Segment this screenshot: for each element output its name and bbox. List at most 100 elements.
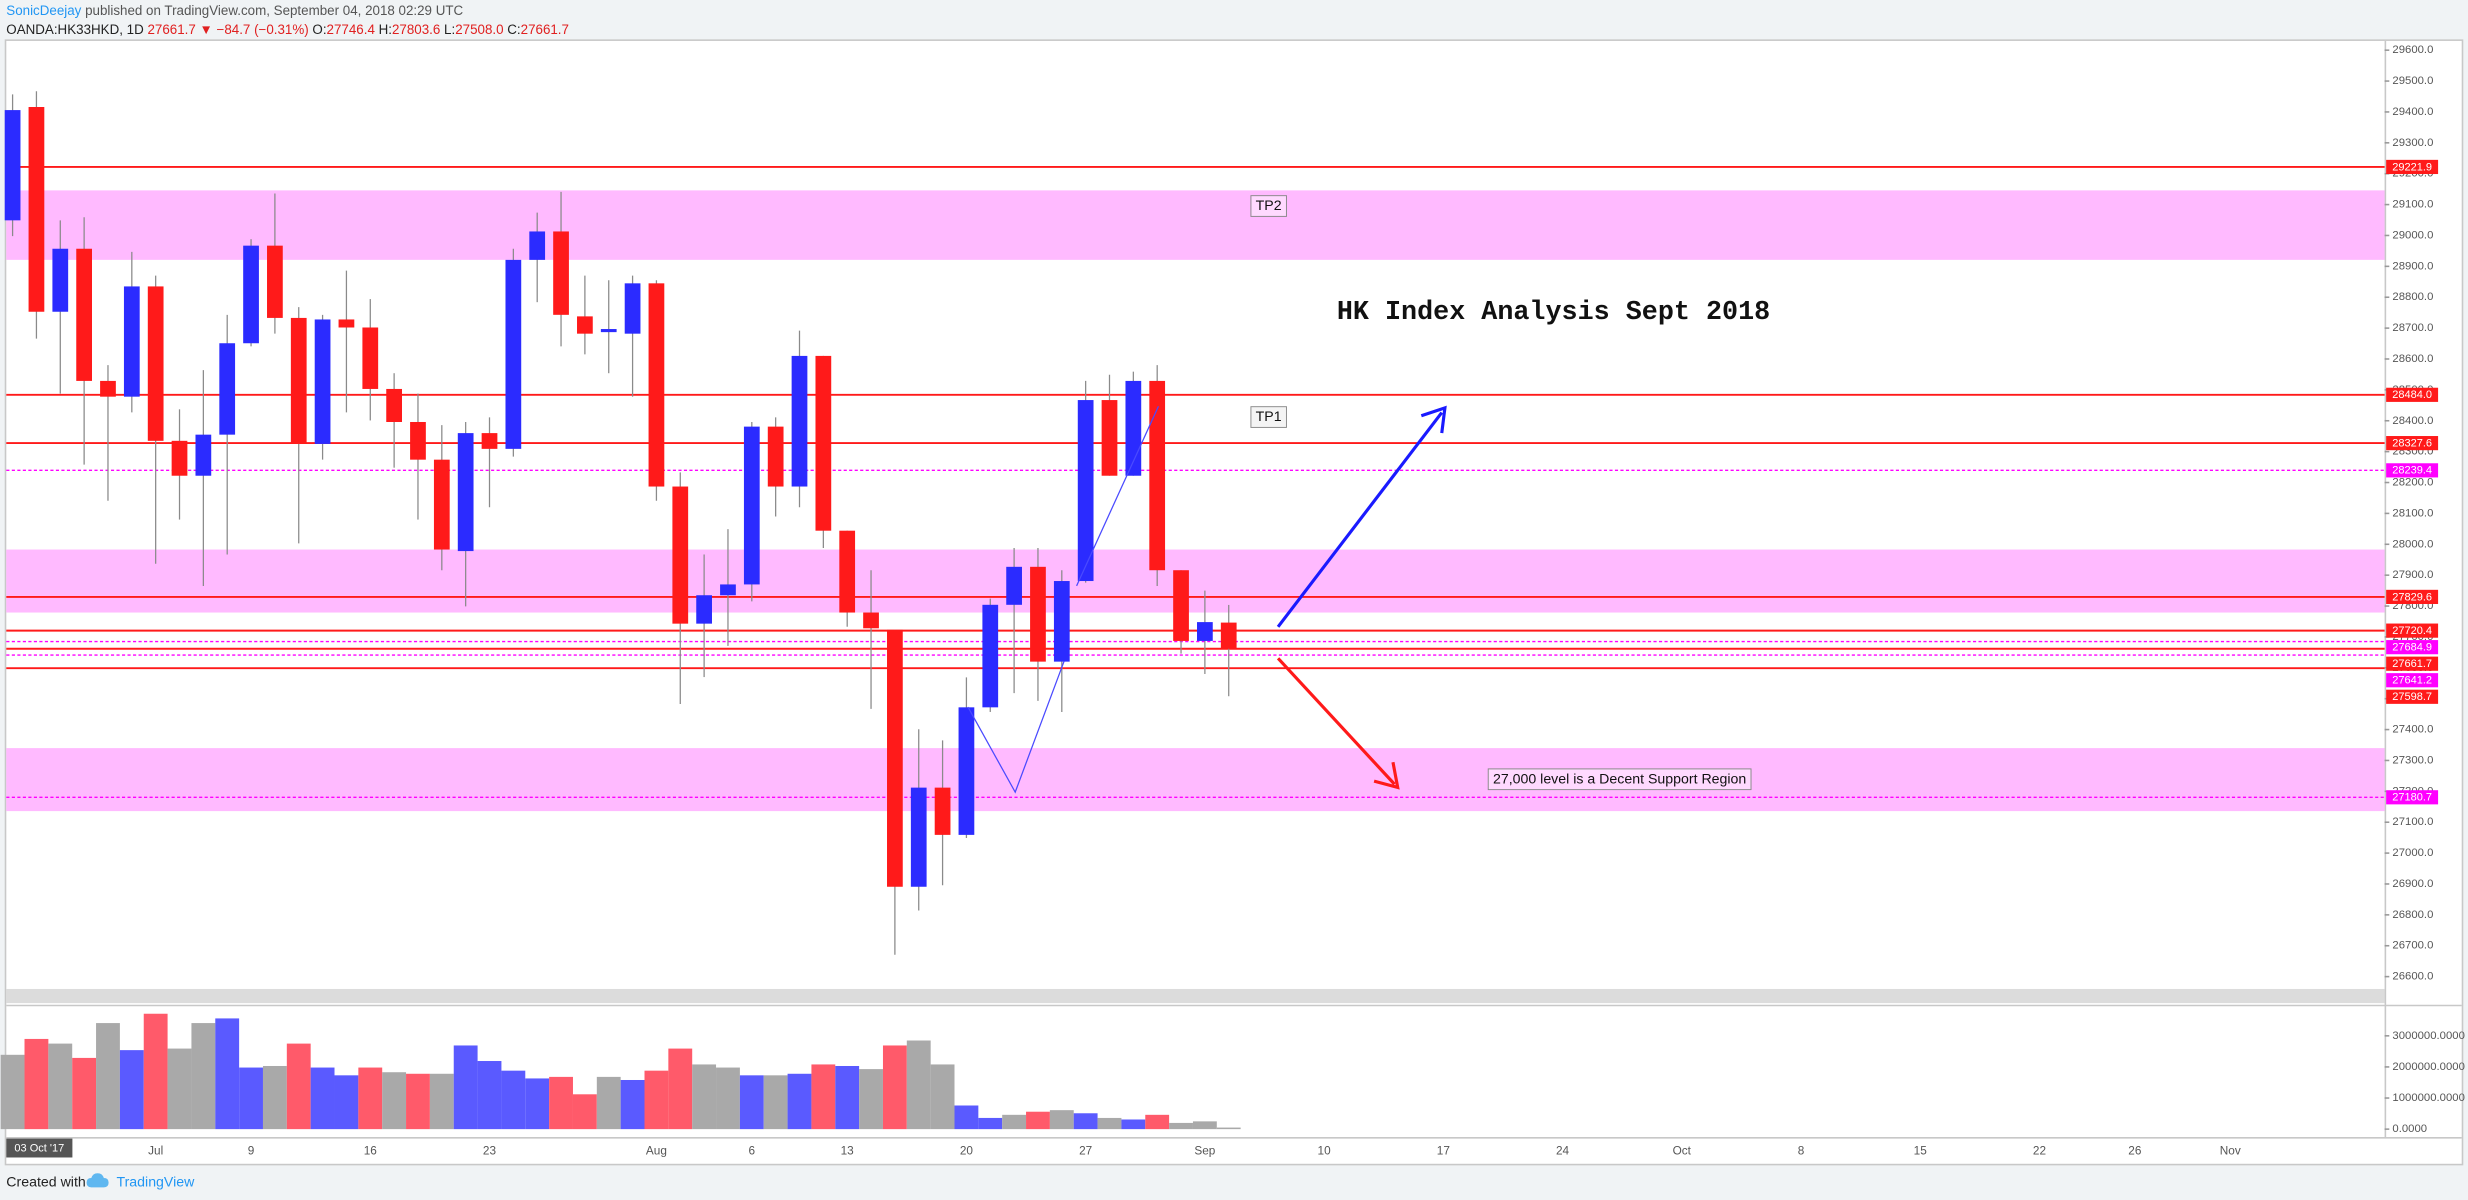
price-badge-label: 27720.4 — [2392, 625, 2432, 637]
last-price: 27661.7 — [147, 21, 195, 36]
down-arrow — [1276, 657, 1396, 786]
zone — [6, 549, 2385, 613]
annotation-box — [1487, 768, 1752, 791]
x-tick-label: Aug — [646, 1143, 667, 1157]
candle-body — [720, 584, 736, 596]
volume-bar — [1216, 1127, 1241, 1130]
volume-bar — [24, 1038, 49, 1130]
x-tick-label: 22 — [2033, 1143, 2046, 1157]
volume-bar — [429, 1073, 454, 1130]
down-arrow-head — [1373, 761, 1400, 790]
author[interactable]: SonicDeejay — [6, 3, 81, 18]
created-with: Created with — [6, 1174, 85, 1190]
volume-bar — [358, 1067, 383, 1130]
price-badge — [2386, 623, 2439, 638]
ohlc-key: H: — [379, 21, 392, 36]
x-tick-label: 24 — [1556, 1143, 1570, 1157]
x-tick-label: Nov — [2220, 1143, 2241, 1157]
volume-bar — [72, 1057, 97, 1130]
candle-body — [815, 355, 832, 531]
y-tick-label: 28400.0 — [2392, 415, 2433, 427]
annotation-box — [1250, 406, 1287, 428]
candle-body — [505, 259, 522, 449]
zone — [6, 190, 2385, 260]
y-tick-label: 29100.0 — [2392, 199, 2433, 211]
volume-bar — [1169, 1122, 1193, 1130]
x-tick-label: 8 — [1798, 1143, 1805, 1157]
candle-body — [76, 248, 92, 381]
price-badge-label: 27598.7 — [2392, 691, 2432, 703]
volume-bar — [286, 1043, 311, 1130]
price-badge-label: 28484.0 — [2392, 389, 2432, 401]
ohlc-value: 27661.7 — [521, 21, 569, 36]
candle-body — [1053, 581, 1070, 662]
price-badge — [2386, 640, 2439, 655]
candle-body — [267, 245, 283, 318]
volume-bar — [1002, 1114, 1027, 1130]
volume-bar — [882, 1045, 907, 1130]
volume-bar — [1049, 1110, 1074, 1130]
change-arrow: ▼ — [200, 21, 213, 36]
candle-body — [1101, 400, 1118, 476]
brand[interactable]: TradingView — [116, 1174, 195, 1190]
candle-body — [1220, 622, 1237, 649]
candle-body — [338, 319, 355, 328]
candle-body — [743, 426, 760, 585]
symbol: OANDA:HK33HKD, 1D — [6, 21, 144, 36]
candle-body — [577, 316, 593, 334]
candle-body — [362, 327, 379, 389]
y-tick-label: 27400.0 — [2392, 724, 2433, 736]
y-tick-label: 27900.0 — [2392, 569, 2433, 581]
candle-body — [648, 283, 665, 487]
y-tick-label: 27300.0 — [2392, 754, 2433, 766]
volume-bar — [835, 1065, 860, 1130]
volume-tick-label: 0.0000 — [2392, 1123, 2427, 1135]
zones — [6, 190, 2385, 812]
candle-body — [624, 283, 641, 334]
candle-body — [600, 329, 617, 333]
price-badge — [2386, 589, 2439, 604]
x-tick-label: 10 — [1318, 1143, 1332, 1157]
volume-bar — [525, 1078, 550, 1130]
volume-bar — [763, 1075, 788, 1130]
levels — [6, 165, 2385, 799]
annotation: TP1 — [1256, 409, 1282, 425]
candle-body — [481, 433, 498, 449]
y-tick-label: 26900.0 — [2392, 878, 2433, 890]
date-badge — [6, 1138, 73, 1158]
volume-bar — [1097, 1117, 1122, 1130]
candle-body — [863, 612, 879, 629]
x-tick-label: 9 — [248, 1143, 255, 1157]
candle-body — [410, 421, 426, 460]
volume-bar — [739, 1075, 764, 1130]
x-tick-label: Jul — [148, 1143, 163, 1157]
ohlc-key: L: — [444, 21, 455, 36]
publish-line: SonicDeejay published on TradingView.com… — [6, 3, 463, 18]
plot — [0, 91, 1241, 1130]
volume-bar — [978, 1117, 1003, 1130]
price-badge-label: 27661.7 — [2392, 658, 2432, 670]
x-tick-label: Oct — [1673, 1143, 1692, 1157]
candle-body — [195, 434, 212, 476]
volume-bar — [906, 1040, 931, 1130]
volume-bar — [596, 1076, 621, 1130]
price-badge-label: 28327.6 — [2392, 437, 2432, 449]
volume-bar — [453, 1045, 478, 1130]
volume-bar — [644, 1070, 669, 1130]
y-tick-label: 26800.0 — [2392, 909, 2433, 921]
candle-body — [887, 629, 903, 887]
volume-bar — [620, 1079, 645, 1130]
price-badge-label: 27829.6 — [2392, 591, 2432, 603]
y-tick-label: 28600.0 — [2392, 353, 2433, 365]
y-tick-label: 29000.0 — [2392, 229, 2433, 241]
candle-body — [1006, 566, 1022, 605]
candle-body — [171, 440, 188, 476]
candle-body — [982, 604, 999, 708]
candle-body — [958, 707, 975, 835]
symbol-line: OANDA:HK33HKD, 1D 27661.7 ▼ −84.7 (−0.31… — [6, 21, 569, 36]
volume-bar — [1192, 1121, 1217, 1130]
price-badge-label: 28239.4 — [2392, 465, 2432, 477]
candle-body — [219, 343, 236, 435]
volume-bar — [191, 1023, 216, 1130]
y-tick-label: 27000.0 — [2392, 847, 2433, 859]
